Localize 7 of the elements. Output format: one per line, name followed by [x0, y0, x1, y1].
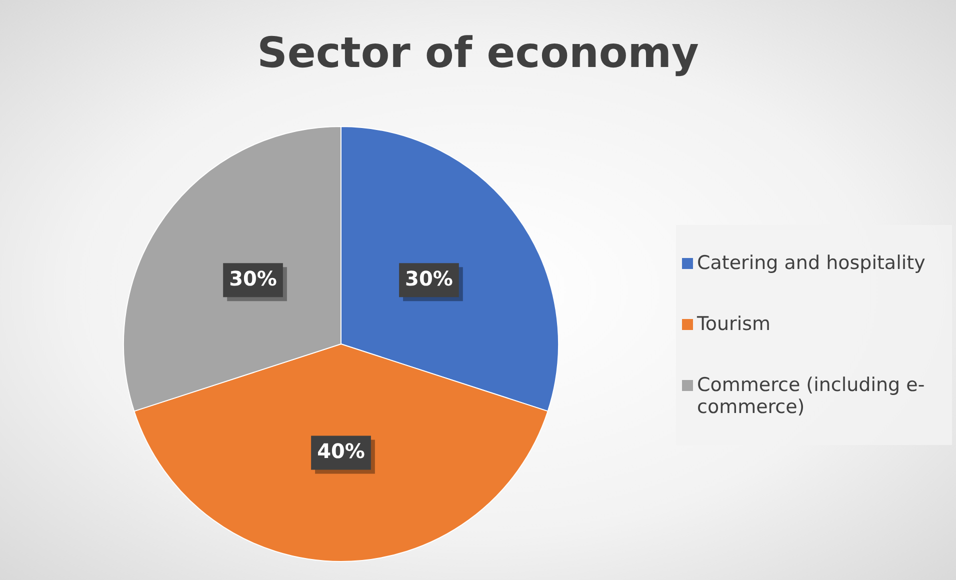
data-label: 30% [229, 266, 277, 290]
data-label: 40% [317, 438, 365, 463]
legend-label: Tourism [697, 312, 771, 335]
data-label: 30% [405, 266, 453, 290]
legend-label: Catering and hospitality [697, 252, 926, 274]
chart-title: Sector of economy [256, 28, 700, 77]
legend-label: Commerce (including e-commerce) [697, 374, 926, 418]
